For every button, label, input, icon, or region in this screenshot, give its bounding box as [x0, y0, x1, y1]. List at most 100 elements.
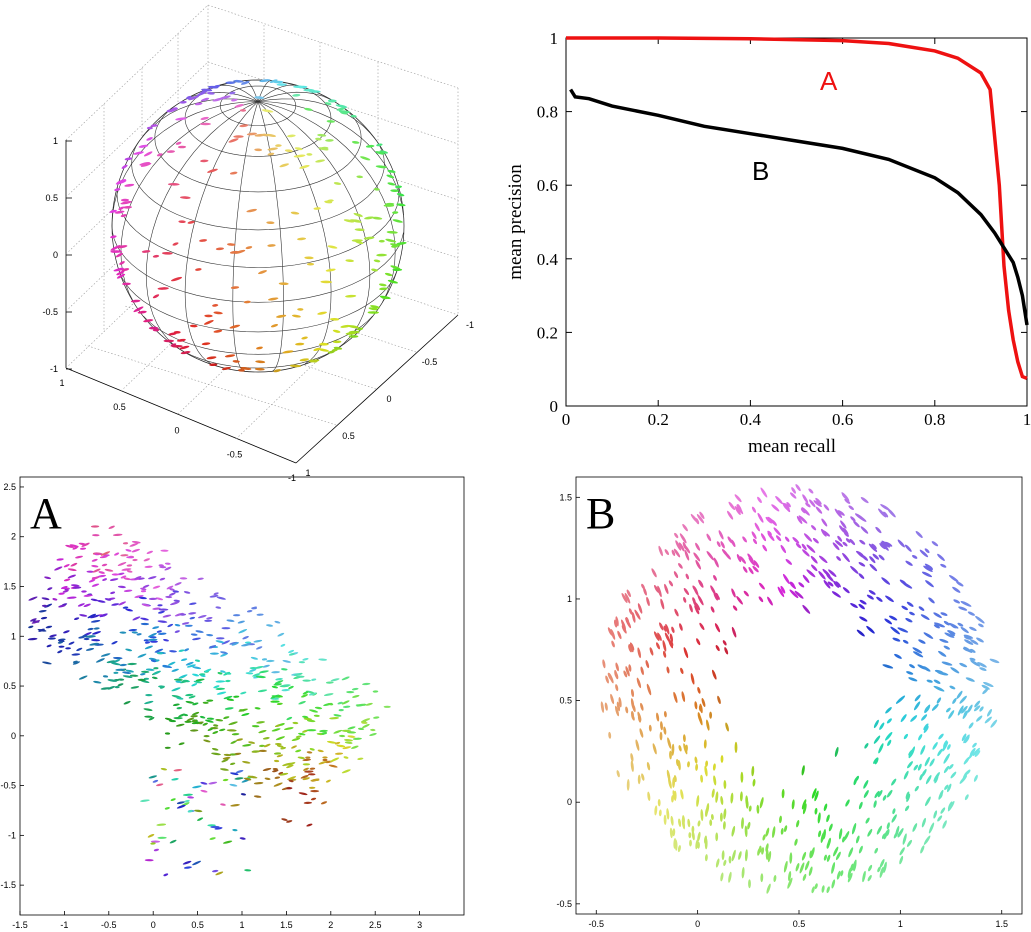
- panel-B-glyph: [811, 788, 817, 799]
- sphere-glyph: [299, 358, 309, 362]
- y-ticks: -1-0.500.51: [305, 320, 474, 478]
- panel-A-glyph: [214, 827, 223, 830]
- panel-B-glyph: [892, 637, 901, 642]
- panel-B-glyph: [965, 677, 975, 682]
- panel-B-glyph: [664, 583, 669, 595]
- panel-B-glyph: [885, 707, 892, 714]
- panel-A-glyph: [225, 672, 232, 675]
- panel-A-glyph: [54, 566, 63, 571]
- sphere-glyph: [143, 319, 154, 323]
- panel-A-glyph: [302, 715, 309, 719]
- panel-B-glyph: [873, 719, 879, 729]
- panel-A-glyph: [145, 668, 155, 671]
- panel-A-glyph: [270, 694, 280, 699]
- panel-A-glyph: [94, 552, 104, 556]
- panel-B-glyph: [674, 839, 678, 851]
- panel-A-glyph: [76, 647, 83, 652]
- sphere-glyph: [269, 79, 278, 83]
- panel-B-glyph: [694, 602, 701, 611]
- panel-A-glyph: [279, 772, 289, 776]
- panel-A-glyph: [333, 714, 342, 717]
- panel-B-glyph: [895, 695, 906, 704]
- sphere-glyph: [219, 95, 231, 100]
- panel-B-glyph: [875, 526, 882, 534]
- panel-B-glyph: [806, 569, 816, 578]
- panel-A-glyph: [91, 639, 101, 642]
- panel-B-glyph: [850, 565, 859, 574]
- panel-B-glyph: [664, 549, 670, 556]
- panel-A-glyph: [164, 562, 171, 565]
- panel-B-glyph: [741, 817, 744, 829]
- panel-A-glyph: [152, 585, 161, 589]
- panel-B-glyph: [758, 582, 765, 590]
- panel-A-glyph: [156, 630, 162, 633]
- panel-A-glyph: [157, 620, 168, 623]
- panel-B-glyph: [835, 851, 841, 861]
- panel-A-glyph: [296, 675, 305, 678]
- sphere-glyph: [313, 347, 321, 351]
- panel-A-glyph: [276, 702, 283, 706]
- panel-B-glyph: [660, 721, 663, 731]
- panel-B-glyph: [697, 831, 701, 842]
- panel-A-glyph: [65, 544, 74, 548]
- panel-B-glyph: [637, 711, 642, 722]
- sphere-glyph: [215, 247, 224, 251]
- sphere-ytick-label: 0: [386, 394, 391, 404]
- panel-A-glyph: [90, 614, 100, 619]
- sphere-glyph: [121, 164, 128, 169]
- sphere-glyph: [120, 201, 132, 205]
- panel-A-glyph: [111, 573, 120, 576]
- panel-A-glyph: [178, 674, 188, 679]
- panel-A-glyph: [131, 631, 138, 634]
- panel-A-glyph: [91, 565, 99, 568]
- panel-A-glyph: [372, 690, 379, 693]
- panel-A-glyph: [125, 549, 132, 552]
- panel-B-glyph: [938, 793, 943, 799]
- sphere-glyph: [206, 356, 217, 360]
- panel-B-glyph: [608, 731, 612, 739]
- panel-B-glyph: [942, 820, 947, 829]
- panel-B-glyph: [905, 791, 910, 800]
- panel-A-glyph: [191, 683, 198, 687]
- panel-A-glyph: [192, 785, 202, 789]
- panel-B-glyph: [791, 799, 795, 810]
- panel-A-glyph: [352, 737, 362, 740]
- panel-A-glyph: [248, 741, 256, 744]
- panel-B-glyph: [721, 850, 725, 861]
- panel-A-glyph: [306, 751, 313, 754]
- sphere-glyph: [114, 210, 125, 214]
- panel-A-glyph: [295, 749, 302, 753]
- panel-A-glyph: [78, 542, 87, 546]
- panel-B-glyph: [748, 567, 754, 575]
- panel-B-glyph: [762, 544, 768, 552]
- panel-A-glyph: [281, 818, 288, 821]
- panel-B-glyph: [840, 520, 847, 529]
- panel-A-glyph: [251, 750, 260, 753]
- panel-B-glyph: [855, 835, 860, 844]
- panel-A-glyph: [31, 620, 41, 624]
- panel-A-glyph: [171, 668, 179, 672]
- panel-B-glyph: [823, 580, 831, 589]
- panel-A-glyph: [79, 614, 88, 617]
- panel-A-glyph: [282, 659, 291, 663]
- panel-B-glyph: [693, 552, 701, 562]
- panel-A-glyph: [145, 693, 153, 697]
- panel-A-glyph: [79, 547, 87, 550]
- panel-A-glyph: [148, 576, 157, 580]
- panel-B-glyph: [683, 587, 690, 596]
- panel-B-glyph: [961, 733, 967, 742]
- sphere-glyph: [152, 254, 160, 258]
- sphere-glyph: [293, 85, 303, 89]
- sphere-glyph: [267, 152, 275, 156]
- panel-B-glyph: [730, 792, 734, 804]
- panel-B-glyph: [669, 827, 673, 839]
- panel-B-glyph: [874, 790, 880, 799]
- sphere-glyph: [177, 145, 187, 149]
- panel-A-glyph: [90, 598, 99, 602]
- panel-B-glyph: [964, 794, 969, 801]
- panel-A-glyph: [249, 668, 257, 672]
- panel-B-glyph: [625, 706, 629, 714]
- panel-B-glyph: [801, 851, 807, 861]
- panel-A-glyph: [113, 671, 119, 674]
- sphere-glyph: [396, 193, 405, 197]
